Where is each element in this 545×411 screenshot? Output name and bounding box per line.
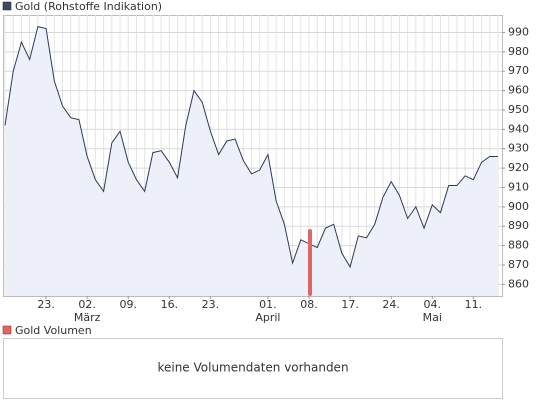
y-tick-label: 890 — [508, 219, 529, 232]
y-tick-label: 980 — [508, 45, 529, 58]
y-tick-label: 990 — [508, 25, 529, 38]
y-tick-label: 880 — [508, 239, 529, 252]
y-tick-label: 920 — [508, 161, 529, 174]
x-tick-label: 01. — [259, 298, 277, 311]
x-tick-label: 17. — [341, 298, 359, 311]
y-tick-label: 910 — [508, 180, 529, 193]
x-tick-label: 02. — [78, 298, 96, 311]
volume-marker — [308, 229, 312, 296]
chart-title: Gold (Rohstoffe Indikation) — [15, 0, 162, 13]
y-tick-label: 930 — [508, 142, 529, 155]
y-tick-label: 900 — [508, 200, 529, 213]
x-tick-label: 16. — [161, 298, 179, 311]
y-tick-label: 950 — [508, 103, 529, 116]
line — [4, 26, 498, 269]
x-tick-label: 23. — [37, 298, 55, 311]
volume-panel — [3, 338, 503, 399]
area — [5, 26, 498, 296]
y-tick-label: 970 — [508, 64, 529, 77]
x-tick-label: 04. — [424, 298, 442, 311]
volume-message: keine Volumendaten vorhanden — [157, 361, 348, 375]
x-month-label: März — [74, 311, 101, 324]
x-tick-label: 11. — [465, 298, 483, 311]
x-tick-label: 24. — [382, 298, 400, 311]
x-tick-label: 08. — [300, 298, 318, 311]
y-tick-label: 940 — [508, 122, 529, 135]
volume-legend-swatch — [2, 325, 12, 335]
x-tick-label: 23. — [202, 298, 220, 311]
legend-swatch — [2, 1, 12, 11]
x-month-label: Mai — [423, 311, 442, 324]
volume-title: Gold Volumen — [15, 324, 92, 337]
x-tick-label: 09. — [120, 298, 138, 311]
x-month-label: April — [255, 311, 280, 324]
y-tick-label: 960 — [508, 84, 529, 97]
y-tick-label: 860 — [508, 277, 529, 290]
y-tick-label: 870 — [508, 258, 529, 271]
